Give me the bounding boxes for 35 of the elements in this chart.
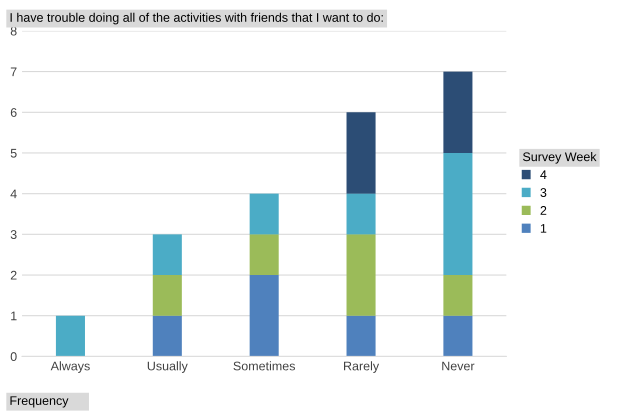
bar <box>250 275 279 356</box>
bar <box>346 316 376 356</box>
bar <box>250 234 279 276</box>
y-tick-label: 2 <box>10 270 17 280</box>
y-tick-label: 6 <box>10 108 17 117</box>
legend-label: 2 <box>540 206 546 215</box>
bar <box>443 275 472 316</box>
bar <box>443 152 472 276</box>
bar <box>250 194 279 234</box>
legend-label: 3 <box>540 188 546 197</box>
bar <box>443 72 472 153</box>
x-axis-title: Frequency <box>10 396 68 408</box>
bar <box>346 112 376 194</box>
y-tick-label: 4 <box>10 190 17 198</box>
bar <box>443 316 472 356</box>
bar <box>346 194 376 234</box>
x-tick-label: Sometimes <box>233 361 295 370</box>
x-tick-label: Usually <box>148 361 188 373</box>
y-tick-label: 3 <box>10 230 17 239</box>
legend-label: 4 <box>540 170 547 179</box>
y-tick-label: 5 <box>10 148 17 158</box>
legend-label: 1 <box>540 224 546 233</box>
bar <box>346 234 376 316</box>
chart-title: I have trouble doing all of the activities with friends that I want to do: <box>10 12 383 24</box>
y-tick-label: 1 <box>11 312 17 320</box>
x-tick-label: Rarely <box>344 361 380 373</box>
x-tick-label: Always <box>50 361 90 373</box>
bar <box>152 234 182 276</box>
bar <box>56 316 85 356</box>
x-tick-label: Never <box>442 362 474 370</box>
y-tick-label: 7 <box>10 68 17 76</box>
y-tick-label: 0 <box>10 352 17 362</box>
bar <box>152 275 182 316</box>
legend-title: Survey Week <box>523 152 597 164</box>
bar <box>152 316 182 356</box>
